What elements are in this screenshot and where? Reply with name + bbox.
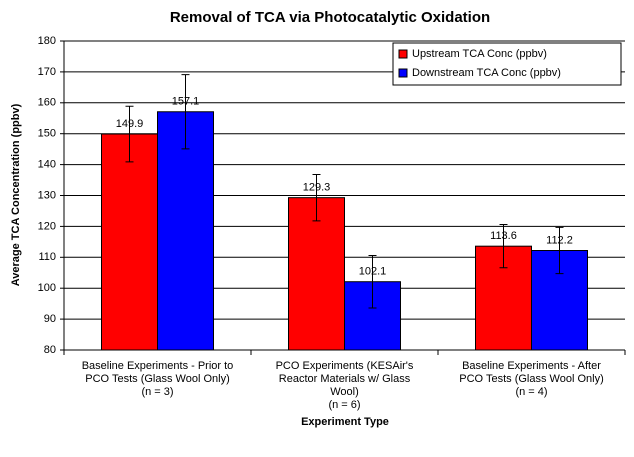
error-bar <box>368 254 377 309</box>
x-tick-label: PCO Experiments (KESAir's <box>276 360 414 372</box>
x-tick-label: Reactor Materials w/ Glass <box>279 373 411 385</box>
bar <box>157 111 214 351</box>
bar <box>101 133 158 351</box>
y-tick-label: 80 <box>44 344 56 356</box>
data-label: 157.1 <box>172 96 200 108</box>
bar <box>288 197 345 351</box>
legend-swatch <box>398 68 408 78</box>
y-tick-label: 170 <box>38 66 56 78</box>
x-tick-label: Baseline Experiments - After <box>462 360 601 372</box>
data-label: 102.1 <box>359 266 387 278</box>
x-axis-title: Experiment Type <box>301 416 389 428</box>
data-label: 149.9 <box>116 118 144 130</box>
data-label: 129.3 <box>303 182 331 194</box>
error-bar <box>499 224 508 269</box>
y-tick-label: 180 <box>38 35 56 47</box>
y-axis-title: Average TCA Concentration (ppbv) <box>10 103 22 286</box>
x-tick-label: (n = 4) <box>515 386 547 398</box>
y-tick-label: 100 <box>38 282 56 294</box>
x-tick-label: (n = 6) <box>328 399 360 411</box>
x-tick-label: PCO Tests (Glass Wool Only) <box>459 373 603 385</box>
error-bar <box>181 74 190 150</box>
legend-swatch <box>398 49 408 59</box>
legend-label: Downstream TCA Conc (ppbv) <box>412 67 561 79</box>
x-tick-label: Baseline Experiments - Prior to <box>82 360 234 372</box>
y-tick-label: 150 <box>38 128 56 140</box>
y-tick-label: 90 <box>44 313 56 325</box>
y-tick-label: 160 <box>38 97 56 109</box>
x-tick-label: (n = 3) <box>141 386 173 398</box>
chart-title: Removal of TCA via Photocatalytic Oxidat… <box>170 9 490 26</box>
x-tick-label: Wool) <box>330 386 359 398</box>
error-bar <box>555 226 564 275</box>
legend-box <box>392 42 622 86</box>
y-tick-label: 120 <box>38 220 56 232</box>
y-tick-label: 140 <box>38 159 56 171</box>
error-bar <box>312 173 321 222</box>
error-bar <box>125 105 134 163</box>
y-tick-label: 110 <box>38 251 56 263</box>
data-label: 112.2 <box>546 234 573 246</box>
y-tick-label: 130 <box>38 189 56 201</box>
legend-label: Upstream TCA Conc (ppbv) <box>412 48 547 60</box>
x-tick-label: PCO Tests (Glass Wool Only) <box>85 373 229 385</box>
data-label: 113.6 <box>490 230 517 242</box>
